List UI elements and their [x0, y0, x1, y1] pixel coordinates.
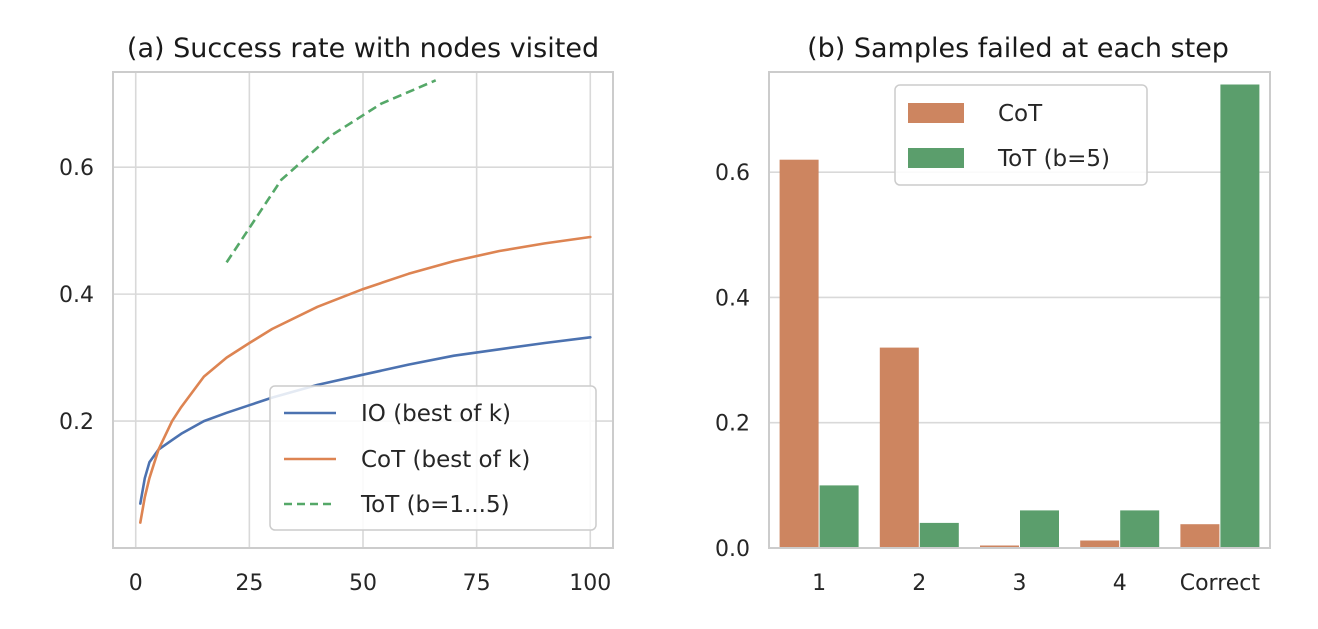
bar-chart-ytick: 0.4 [715, 286, 750, 311]
bar-tot-correct [1220, 84, 1260, 548]
bar-chart-ytick: 0.2 [715, 412, 750, 437]
legend-swatch-tot [908, 148, 964, 168]
line-series-cot [139, 235, 592, 524]
line-chart-xtick: 75 [463, 571, 491, 596]
bar-cot-correct [1180, 524, 1220, 548]
line-series-io [139, 335, 592, 505]
bar-chart-ytick: 0.6 [715, 161, 750, 186]
bar-tot-4 [1120, 510, 1160, 548]
bar-cot-1 [779, 159, 819, 548]
line-chart-ticks: 0 25 50 75 100 0.2 0.4 0.6 [59, 156, 611, 596]
bar-chart-xtick: Correct [1180, 571, 1261, 596]
legend-label-tot-bar: ToT (b=5) [997, 146, 1110, 172]
bar-chart-xtick: 1 [812, 571, 826, 596]
bar-chart-legend: CoT ToT (b=5) [894, 84, 1148, 186]
line-chart-frame [112, 71, 614, 549]
line-chart-xtick: 50 [349, 571, 377, 596]
legend-label-cot-bar: CoT [998, 101, 1043, 127]
line-chart: (a) Success rate with nodes visited 0 25 5… [59, 33, 614, 596]
line-series-tot [225, 79, 437, 264]
legend-label-cot: CoT (best of k) [361, 447, 530, 473]
legend-label-io: IO (best of k) [361, 401, 511, 427]
bar-chart: (b) Samples failed at each step 0.00.20.… [715, 33, 1271, 596]
bar-tot-1 [819, 485, 859, 548]
bar-chart-xtick: 3 [1013, 571, 1027, 596]
legend-label-tot: ToT (b=1...5) [360, 492, 510, 518]
bar-chart-ytick: 0.0 [715, 537, 750, 562]
line-chart-ytick: 0.2 [59, 410, 94, 435]
bar-cot-4 [1080, 540, 1120, 548]
line-chart-ytick: 0.6 [59, 156, 94, 181]
line-chart-series [139, 79, 592, 524]
bar-chart-title: (b) Samples failed at each step [807, 33, 1229, 64]
line-chart-xtick: 100 [569, 571, 611, 596]
line-chart-title: (a) Success rate with nodes visited [127, 33, 599, 64]
bar-chart-ticks: 0.0 0.2 0.4 0.6 1 2 3 4 Correct [715, 161, 1260, 596]
bar-tot-3 [1020, 510, 1059, 548]
line-chart-xtick: 0 [129, 571, 143, 596]
bar-chart-frame [768, 71, 1271, 549]
bar-chart-bars [779, 84, 1260, 548]
bar-cot-2 [879, 347, 919, 548]
bar-tot-2 [919, 522, 959, 548]
bar-chart-xtick: 2 [912, 571, 926, 596]
line-chart-xtick: 25 [235, 571, 263, 596]
bar-cot-3 [980, 545, 1019, 548]
line-chart-ytick: 0.4 [59, 283, 94, 308]
line-chart-legend-box [269, 385, 597, 531]
line-chart-legend: IO (best of k) CoT (best of k) ToT (b=1.… [269, 385, 597, 531]
bar-chart-xtick: 4 [1113, 571, 1127, 596]
legend-swatch-cot [908, 103, 964, 123]
